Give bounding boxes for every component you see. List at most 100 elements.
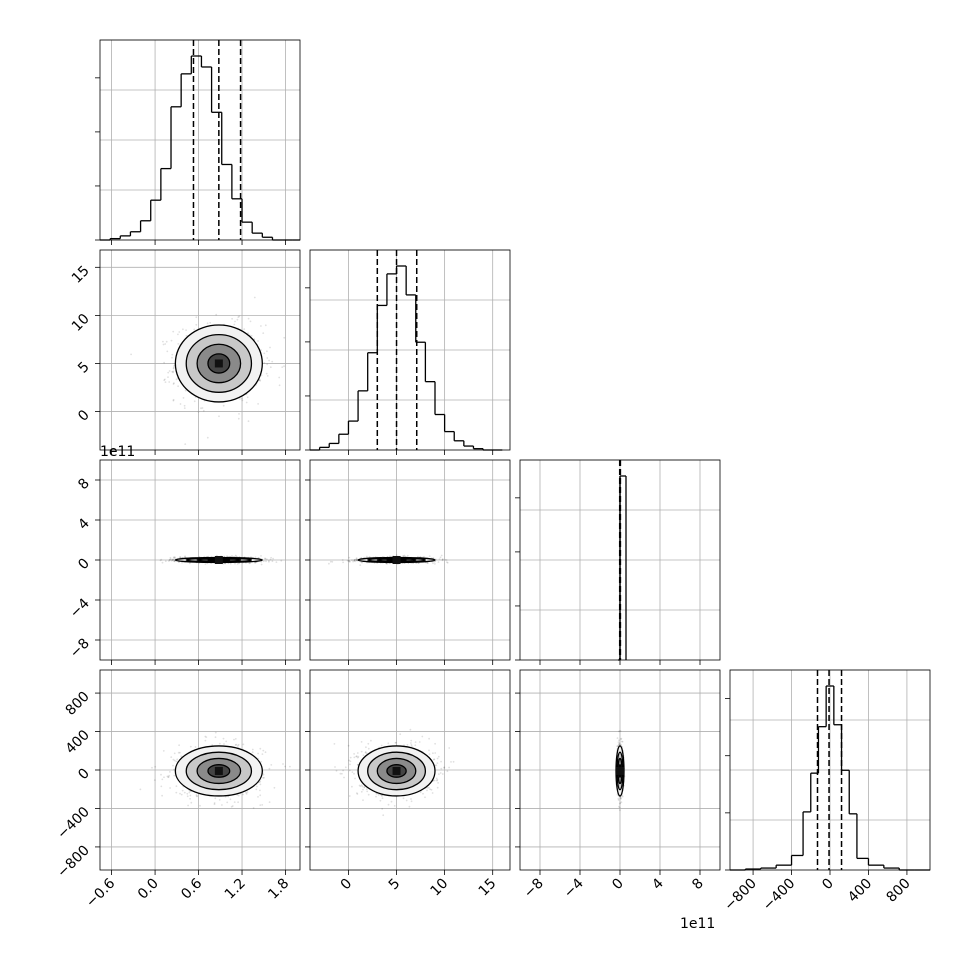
sample-point [452,760,455,763]
sample-point [177,385,180,388]
sample-point [349,756,352,759]
sample-point [280,559,283,562]
sample-point [262,773,265,776]
sample-point [231,317,234,320]
sample-point [237,794,240,797]
sample-point [268,560,270,563]
sample-point [344,766,347,769]
sample-point [190,801,193,804]
sample-point [234,554,237,557]
sample-point [402,554,405,557]
sample-point [440,760,442,763]
sample-point [362,754,365,757]
sample-point [201,407,204,409]
sample-point [270,556,272,559]
panel-frame [309,249,511,451]
sample-point [260,760,262,763]
sample-point [233,323,236,326]
sample-point [175,785,178,788]
sample-point [172,383,175,385]
sample-point [172,398,175,401]
sample-point [427,786,430,789]
sample-point [172,557,175,559]
sample-point [443,766,446,769]
sample-point [164,560,167,563]
sample-point [251,748,254,751]
sample-point [433,560,436,563]
sample-point [254,556,257,559]
sample-point [365,746,367,749]
sample-point [259,804,262,806]
sample-point [393,805,396,807]
sample-point [618,743,621,746]
sample-point [235,555,238,558]
sample-point [175,791,178,794]
sample-point [380,744,383,747]
sample-point [268,801,271,803]
sample-point [441,558,444,561]
sample-point [214,731,217,734]
sample-point [375,795,377,798]
sample-point [248,562,251,565]
sample-point [351,559,353,562]
sample-point [246,396,249,399]
sample-point [426,562,429,565]
sample-point [234,562,236,565]
sample-point [214,736,217,739]
sample-point [257,796,259,798]
sample-point [250,556,252,558]
sample-point [205,736,208,738]
sample-point [405,799,408,802]
sample-point [170,756,173,758]
sample-point [218,742,221,745]
sample-point [377,793,380,796]
sample-point [160,785,163,788]
sample-point [179,751,181,754]
sample-point [173,365,175,367]
sample-point [173,759,176,762]
sample-point [426,561,429,564]
sample-point [349,763,351,766]
sample-point [409,728,412,731]
sample-point [365,788,368,791]
sample-point [266,363,269,366]
sample-point [348,560,351,563]
sample-point [422,792,424,795]
sample-point [370,739,372,742]
sample-point [253,296,256,299]
sample-point [438,773,440,775]
sample-point [403,555,406,558]
panel-grid [310,249,510,450]
sample-point [168,558,171,561]
sample-point [242,743,245,746]
sample-point [211,744,214,746]
sample-point [215,313,218,316]
sample-point [206,436,209,439]
sample-point [170,559,173,562]
sample-point [408,805,411,808]
sample-point [382,814,385,817]
sample-point [433,758,436,761]
sample-point [166,350,169,353]
x-tick-label: −800 [721,876,760,915]
sample-point [260,555,262,557]
sample-point [426,789,428,792]
sample-point [173,774,176,777]
sample-point [364,751,367,753]
sample-point [348,759,350,762]
sample-point [164,378,166,381]
histogram-p1 [310,265,503,451]
sample-point [162,340,164,343]
sample-point [266,357,269,359]
sample-point [196,795,199,797]
sample-point [184,389,187,392]
y-tick-label: 10 [69,311,93,335]
sample-point [264,557,266,560]
sample-point [618,743,621,746]
sample-point [339,772,342,775]
sample-point [195,323,198,326]
sample-point [154,765,157,768]
sample-point [395,741,397,744]
sample-point [411,745,413,748]
sample-point [432,752,434,755]
